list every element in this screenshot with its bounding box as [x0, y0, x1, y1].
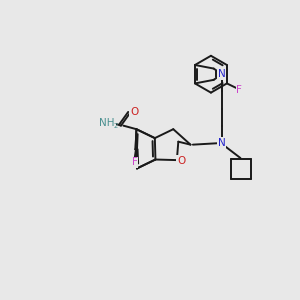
Text: O: O: [177, 156, 185, 166]
Text: NH: NH: [99, 118, 115, 128]
Text: F: F: [236, 85, 242, 95]
Text: F: F: [132, 158, 138, 167]
Text: N: N: [218, 69, 226, 79]
Text: N: N: [218, 138, 226, 148]
Text: O: O: [130, 107, 139, 117]
Text: 2: 2: [114, 123, 118, 129]
